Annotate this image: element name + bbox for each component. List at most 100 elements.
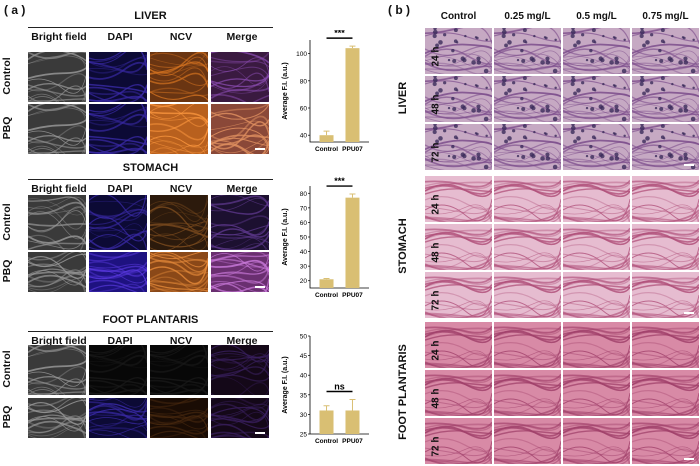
bar-ppu07 (345, 48, 360, 142)
x-tick-label: PPU07 (342, 438, 363, 445)
micrograph-tile (150, 195, 208, 250)
panel-a-col-header-0: Bright field (31, 183, 87, 195)
he-stain-tile (425, 370, 492, 416)
time-label-0: 24 h (430, 340, 442, 361)
y-axis-label: Average F.I. (a.u.) (282, 208, 289, 265)
y-tick-label: 30 (300, 264, 308, 271)
time-label-2: 72 h (430, 290, 442, 311)
bar-ppu07 (345, 410, 360, 434)
y-tick-label: 20 (300, 278, 308, 285)
micrograph-tile (211, 52, 269, 102)
panel-a-col-header-2: NCV (169, 335, 193, 347)
panel-a-row-label-1: PBQ (1, 116, 13, 140)
micrograph-tile (89, 104, 147, 154)
bar-chart-1: Average F.I. (a.u.) 20 30 40 50 60 70 80 Control… (282, 176, 369, 299)
x-tick-label: PPU07 (342, 292, 363, 299)
y-tick-label: 50 (300, 235, 308, 242)
bar-control (319, 279, 334, 288)
micrograph-tile (150, 252, 208, 292)
micrograph-tile (211, 195, 269, 250)
micrograph-tile (211, 104, 269, 154)
panel-a-col-header-0: Bright field (31, 335, 87, 347)
micrograph-tile (211, 252, 269, 292)
panel-a-label: ( a ) (4, 3, 26, 17)
error-bar (323, 130, 330, 136)
he-stain-tile (632, 322, 699, 368)
micrograph-tile (89, 345, 147, 395)
he-stain-tile (425, 418, 492, 464)
y-tick-label: 60 (300, 106, 308, 113)
section-divider (28, 179, 273, 180)
y-tick-label: 80 (300, 78, 308, 85)
micrograph-tile (89, 195, 147, 250)
he-stain-tile (632, 176, 699, 222)
y-tick-label: 40 (300, 249, 308, 256)
error-bar (349, 399, 356, 411)
he-stain-tile (494, 224, 561, 270)
time-label-1: 48 h (430, 94, 442, 115)
panel-a-col-header-1: DAPI (107, 31, 133, 43)
error-bar (323, 405, 330, 411)
panel-a-col-header-3: Merge (226, 31, 258, 43)
panel-b-col-header-3: 0.75 mg/L (642, 11, 689, 22)
y-tick-label: 100 (296, 51, 307, 58)
he-stain-tile (563, 322, 630, 368)
he-stain-tile (632, 224, 699, 270)
panel-a-col-header-0: Bright field (31, 31, 87, 43)
time-label-2: 72 h (430, 436, 442, 457)
y-tick-label: 70 (300, 205, 308, 212)
he-stain-tile (632, 76, 699, 122)
micrograph-tile (28, 252, 86, 292)
x-tick-label: Control (315, 292, 338, 299)
scale-bar (684, 164, 694, 166)
chart-axes (309, 186, 369, 289)
y-tick-label: 25 (300, 432, 308, 439)
scale-bar (684, 458, 694, 460)
micrograph-tile (89, 398, 147, 438)
he-stain-tile (563, 272, 630, 318)
he-stain-tile (632, 28, 699, 74)
panel-a-row-label-0: Control (1, 350, 13, 388)
x-tick-label: Control (315, 438, 338, 445)
y-axis-label: Average F.I. (a.u.) (282, 356, 289, 413)
he-stain-tile (632, 272, 699, 318)
panel-a-col-header-1: DAPI (107, 335, 133, 347)
he-stain-tile (494, 28, 561, 74)
he-stain-tile (494, 322, 561, 368)
panel-a-row-label-1: PBQ (1, 259, 13, 283)
y-tick-label: 45 (300, 353, 308, 360)
bar-ppu07 (345, 197, 360, 288)
section-divider (28, 27, 273, 28)
micrograph-tile (150, 398, 208, 438)
panel-a-col-header-2: NCV (169, 183, 193, 195)
section-divider (28, 331, 273, 332)
error-bar (323, 278, 330, 280)
scale-bar (255, 432, 265, 434)
panel-b-label: ( b ) (388, 3, 410, 17)
time-label-1: 48 h (430, 388, 442, 409)
panel-b-col-header-2: 0.5 mg/L (576, 11, 617, 22)
micrograph-tile (211, 345, 269, 395)
he-stain-tile (425, 272, 492, 318)
he-stain-tile (494, 370, 561, 416)
panel-a-section-title-0: LIVER (134, 10, 167, 22)
bar-control (319, 135, 334, 142)
he-stain-tile (563, 76, 630, 122)
he-stain-tile (494, 176, 561, 222)
micrograph-tile (150, 104, 208, 154)
panel-a-section-title-1: STOMACH (122, 162, 179, 174)
he-stain-tile (563, 176, 630, 222)
he-stain-tile (494, 418, 561, 464)
y-tick-label: 40 (300, 133, 308, 140)
he-stain-tile (425, 176, 492, 222)
micrograph-tile (150, 52, 208, 102)
panel-a-col-header-1: DAPI (107, 183, 133, 195)
he-stain-tile (494, 124, 561, 170)
panel-b-col-header-0: Control (440, 11, 477, 22)
panel-a-row-label-0: Control (1, 57, 13, 95)
he-stain-tile (563, 124, 630, 170)
bar-control (319, 410, 334, 434)
panel-a-col-header-3: Merge (226, 335, 258, 347)
micrograph-tile (28, 195, 86, 250)
panel-a-section-title-2: FOOT PLANTARIS (102, 314, 199, 326)
